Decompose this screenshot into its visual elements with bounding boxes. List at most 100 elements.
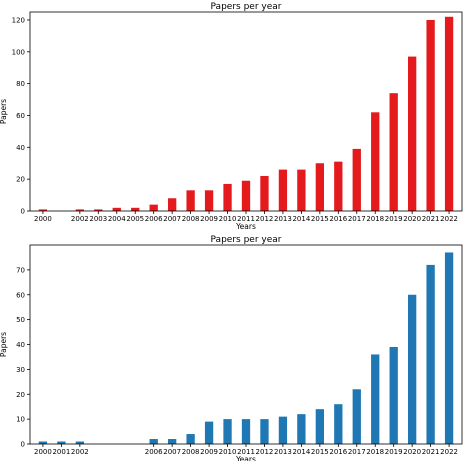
x-tick-label: 2012 [256,448,274,456]
y-tick-label: 60 [16,112,25,120]
x-tick-label: 2002 [71,448,89,456]
bar [38,441,48,444]
x-axis-label: Years [235,222,256,231]
x-tick-label: 2008 [182,215,200,223]
bar [371,354,380,444]
x-tick-label: 2019 [385,448,403,456]
x-tick-label: 2022 [440,215,458,223]
x-axis-label: Years [235,455,256,461]
bar [38,209,48,211]
bar [260,419,269,444]
bar [334,404,343,444]
y-tick-label: 20 [16,176,25,184]
x-tick-label: 2017 [348,215,366,223]
bar [223,183,232,211]
x-tick-label: 2007 [163,215,181,223]
bar [408,56,417,211]
bar [389,346,398,444]
x-tick-label: 2012 [256,215,274,223]
x-tick-label: 2000 [34,215,52,223]
x-tick-label: 2000 [34,448,52,456]
bar [75,441,84,444]
bar [315,409,324,444]
bar [278,169,288,211]
bar [112,207,121,211]
y-tick-label: 40 [16,144,25,152]
bar [352,389,361,444]
x-tick-label: 2009 [200,215,218,223]
bar [223,419,232,444]
y-tick-label: 80 [16,80,25,88]
y-tick-label: 100 [12,48,25,56]
bar [352,148,361,211]
x-tick-label: 2007 [163,448,181,456]
bar [334,161,343,211]
x-tick-label: 2006 [145,448,163,456]
bar [204,190,214,211]
x-tick-label: 2011 [237,448,255,456]
x-tick-label: 2014 [292,448,310,456]
x-tick-label: 2017 [348,448,366,456]
x-tick-label: 2018 [366,215,384,223]
bar [75,209,84,211]
bar [149,204,158,211]
y-tick-label: 60 [16,291,25,299]
bar [315,163,324,211]
x-tick-label: 2015 [311,215,329,223]
bar [149,439,158,444]
x-tick-label: 2004 [108,215,126,223]
bar [426,19,435,212]
y-tick-label: 50 [16,316,25,324]
x-tick-label: 2006 [145,215,163,223]
x-tick-label: 2002 [71,215,89,223]
y-tick-label: 20 [16,391,25,399]
bar [444,252,454,444]
bar [241,419,251,444]
x-tick-label: 2010 [219,215,237,223]
bar [168,198,177,211]
y-tick-label: 0 [21,208,25,216]
x-tick-label: 2020 [403,215,421,223]
bar [186,434,195,444]
x-tick-label: 2011 [237,215,255,223]
bar [408,294,417,444]
bar [204,421,214,444]
bar [260,175,269,211]
x-tick-label: 2021 [422,448,440,456]
bar [371,112,380,211]
bar [186,190,195,211]
x-tick-label: 2009 [200,448,218,456]
y-tick-label: 120 [12,16,25,24]
y-axis-label: Papers [0,99,8,124]
bar [131,207,140,211]
x-tick-label: 2016 [329,448,347,456]
bar [297,169,306,211]
bar [389,93,398,211]
x-tick-label: 2016 [329,215,347,223]
x-tick-label: 2008 [182,448,200,456]
x-tick-label: 2014 [292,215,310,223]
x-tick-label: 2013 [274,448,292,456]
x-tick-label: 2013 [274,215,292,223]
bar [444,16,454,211]
chart-title: Papers per year [211,235,282,245]
y-tick-label: 0 [21,441,25,449]
bar [94,209,103,211]
x-tick-label: 2019 [385,215,403,223]
x-tick-label: 2018 [366,448,384,456]
y-tick-label: 10 [16,416,25,424]
bar [168,439,177,444]
x-tick-label: 2003 [89,215,107,223]
bar [278,416,288,444]
y-tick-label: 70 [16,266,25,274]
x-tick-label: 2005 [126,215,144,223]
y-axis-label: Papers [0,332,8,357]
x-tick-label: 2022 [440,448,458,456]
bar [57,441,66,444]
x-tick-label: 2010 [219,448,237,456]
x-tick-label: 2001 [52,448,70,456]
y-tick-label: 40 [16,341,25,349]
